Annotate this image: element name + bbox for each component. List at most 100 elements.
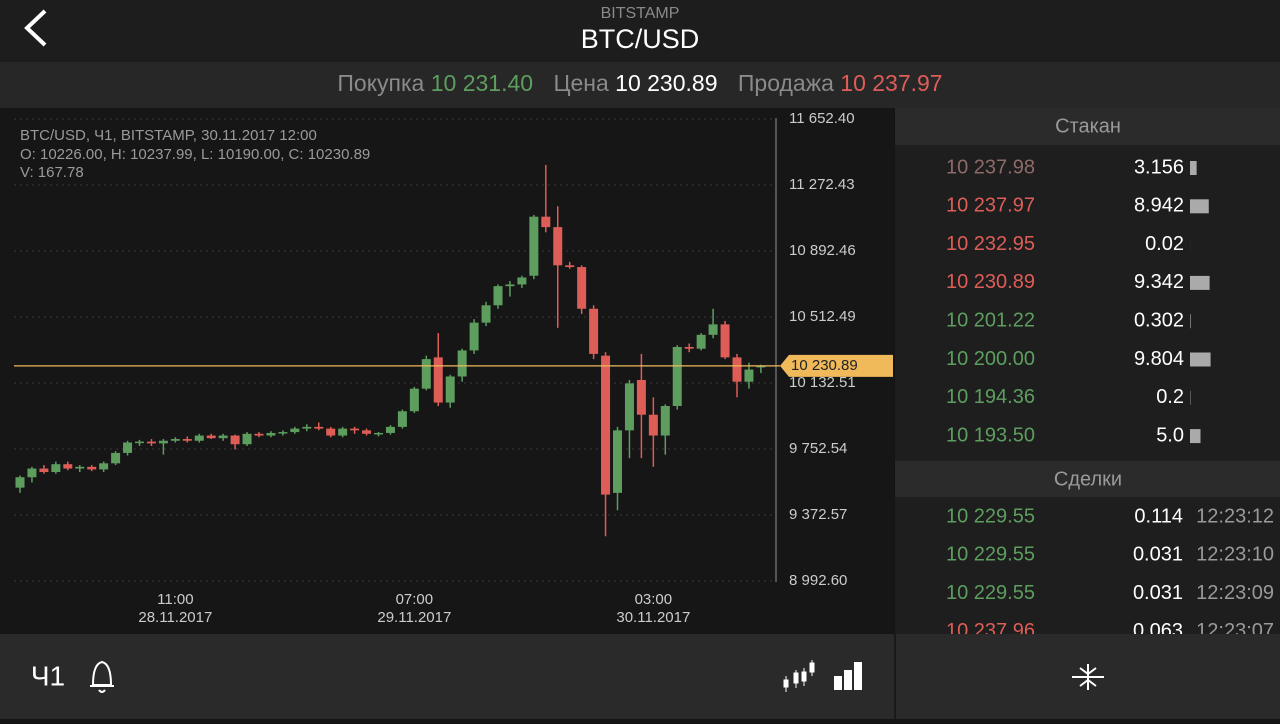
book-title: Стакан [1055, 115, 1121, 137]
book-price: 10 237.98 [946, 156, 1035, 178]
candle-body [517, 277, 526, 284]
candle-body [529, 217, 538, 276]
candle-body [314, 427, 323, 429]
book-qty-bar [1190, 429, 1201, 443]
candle-body [39, 469, 48, 472]
book-price: 10 232.95 [946, 233, 1035, 255]
book-qty: 0.02 [1145, 233, 1184, 255]
chart-info: O: 10226.00, H: 10237.99, L: 10190.00, C… [20, 146, 370, 163]
book-qty: 0.2 [1156, 386, 1184, 408]
trade-qty: 0.031 [1133, 544, 1183, 566]
candle-body [553, 227, 562, 265]
book-qty-bar [1190, 276, 1210, 290]
x-tick-date: 28.11.2017 [138, 609, 212, 626]
book-price: 10 237.97 [946, 195, 1035, 217]
candle-body [278, 432, 287, 434]
book-qty-bar [1190, 353, 1211, 367]
candle-body [326, 429, 335, 436]
y-tick-label: 10 892.46 [789, 242, 856, 259]
candle-body [446, 376, 455, 402]
trade-time: 12:23:10 [1196, 544, 1274, 566]
price: 10 230.89 [615, 70, 717, 96]
book-price: 10 194.36 [946, 386, 1035, 408]
candle-body [649, 415, 658, 436]
candle-body [589, 309, 598, 354]
trade-price: 10 229.55 [946, 582, 1035, 604]
trade-qty: 0.031 [1133, 582, 1183, 604]
ask-label: Продажа [738, 70, 834, 96]
candle-body [207, 436, 216, 439]
candle-body [99, 463, 108, 469]
trade-price: 10 229.55 [946, 505, 1035, 527]
candle-body [685, 347, 694, 349]
candle-body [362, 430, 371, 433]
quote-line: Покупка 10 231.40 Цена 10 230.89 Продажа… [337, 70, 942, 96]
candle-body [111, 453, 120, 463]
y-tick-label: 8 992.60 [789, 572, 847, 589]
candle-body [697, 335, 706, 349]
candle-body [266, 433, 275, 436]
candle-body [709, 324, 718, 334]
trades-title: Сделки [1054, 468, 1122, 490]
candle-body [243, 434, 252, 444]
exchange: BITSTAMP [601, 5, 680, 22]
book-qty-bar [1190, 199, 1209, 213]
book-price: 10 230.89 [946, 271, 1035, 293]
candle-body [183, 439, 192, 441]
bid: 10 231.40 [431, 70, 533, 96]
candle-body [219, 436, 228, 439]
candle-body [721, 324, 730, 357]
candle-body [171, 439, 180, 441]
x-tick-time: 07:00 [396, 591, 434, 608]
x-tick-date: 29.11.2017 [377, 609, 451, 626]
candle-body [16, 477, 25, 487]
ask: 10 237.97 [840, 70, 942, 96]
book-qty: 9.804 [1134, 348, 1184, 370]
candle-body [744, 370, 753, 382]
candle-body [255, 434, 264, 436]
candle-body [482, 305, 491, 322]
candle-body [374, 433, 383, 435]
candle-body [195, 436, 204, 441]
chart-info: BTC/USD, Ч1, BITSTAMP, 30.11.2017 12:00 [20, 127, 317, 144]
bid-label: Покупка [337, 70, 424, 96]
book-price: 10 201.22 [946, 309, 1035, 331]
trade-time: 12:23:09 [1196, 582, 1274, 604]
current-price-label: 10 230.89 [791, 357, 858, 374]
x-tick-time: 03:00 [635, 591, 673, 608]
x-tick-time: 11:00 [157, 591, 193, 608]
chart-info: V: 167.78 [20, 164, 84, 181]
candle-body [63, 464, 72, 468]
candle-body [565, 265, 574, 267]
candle-body [625, 383, 634, 430]
pair: BTC/USD [581, 24, 700, 54]
candle-body [458, 350, 467, 376]
candle-body [661, 406, 670, 436]
candle-body [733, 357, 742, 381]
candle-body [422, 359, 431, 389]
candle-body [434, 357, 443, 402]
book-price: 10 200.00 [946, 348, 1035, 370]
candle-body [613, 430, 622, 493]
candle-body [398, 411, 407, 427]
book-qty-bar [1190, 314, 1191, 328]
candle-body [302, 427, 311, 429]
interval[interactable]: Ч1 [31, 660, 65, 691]
candle-body [135, 442, 144, 444]
candle-body [350, 429, 359, 431]
candle-body [75, 467, 84, 469]
trade-time: 12:23:12 [1196, 505, 1274, 527]
candle-body [386, 427, 395, 433]
chart-area [0, 108, 894, 634]
y-tick-label: 11 652.40 [789, 110, 855, 127]
y-tick-label: 9 372.57 [789, 506, 847, 523]
book-qty-bar [1190, 161, 1197, 175]
candle-body [87, 467, 96, 470]
candle-body [51, 464, 60, 472]
candle-body [577, 267, 586, 309]
y-tick-label: 9 752.54 [789, 440, 847, 457]
candle-body [231, 436, 240, 445]
